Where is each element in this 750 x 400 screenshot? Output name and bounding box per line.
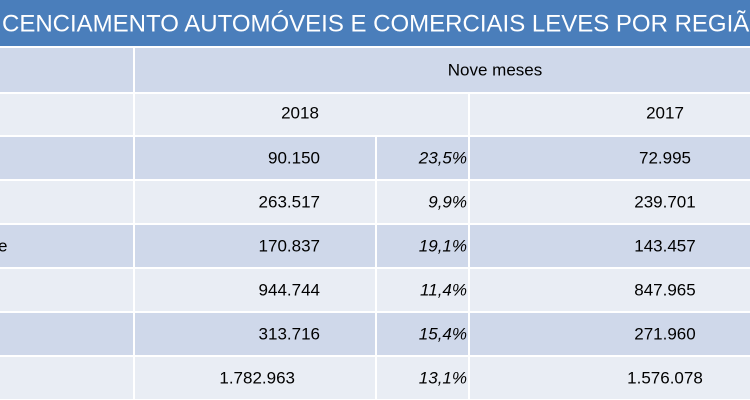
cell: [377, 357, 468, 399]
cell: [0, 357, 133, 399]
header-cell: [0, 94, 133, 135]
cell: [377, 269, 468, 311]
header-cell: [470, 94, 750, 135]
cell: [377, 313, 468, 355]
cell: [470, 137, 750, 179]
header-cell: [0, 48, 133, 92]
value-2017: 239.701: [634, 192, 695, 211]
value-2018: 1.782.963: [219, 368, 295, 387]
value-2017: 271.960: [634, 324, 695, 343]
percent-change: 19,1%: [419, 236, 467, 255]
value-2017: 72.995: [639, 148, 691, 167]
percent-change: 11,4%: [420, 280, 467, 299]
value-2018: 944.744: [259, 280, 320, 299]
cell: [135, 357, 375, 399]
value-2017: 847.965: [634, 280, 695, 299]
percent-change: 23,5%: [418, 148, 467, 167]
region-label: e: [0, 236, 7, 255]
value-2017: 1.576.078: [627, 368, 703, 387]
cell: [470, 269, 750, 311]
cell: [135, 313, 375, 355]
cell: [0, 269, 133, 311]
header-cell: [135, 48, 750, 92]
value-2018: 90.150: [268, 148, 320, 167]
cell: [135, 225, 375, 267]
cell: [470, 181, 750, 223]
value-2018: 263.517: [259, 192, 320, 211]
header-cell: [135, 94, 468, 135]
year-header: 2017: [646, 103, 684, 122]
value-2017: 143.457: [634, 236, 695, 255]
percent-change: 9,9%: [428, 192, 467, 211]
value-2018: 170.837: [259, 236, 320, 255]
cell: [135, 181, 375, 223]
period-header: Nove meses: [448, 60, 542, 79]
cell: [470, 313, 750, 355]
cell: [377, 137, 468, 179]
cell: [0, 313, 133, 355]
value-2018: 313.716: [259, 324, 320, 343]
cell: [0, 181, 133, 223]
cell: [470, 357, 750, 399]
year-header: 2018: [281, 103, 319, 122]
cell: [0, 225, 133, 267]
percent-change: 15,4%: [419, 324, 467, 343]
cell: [377, 181, 468, 223]
title-bar: [0, 0, 750, 46]
title: CENCIAMENTO AUTOMÓVEIS E COMERCIAIS LEVE…: [2, 10, 749, 37]
cell: [470, 225, 750, 267]
cell: [135, 269, 375, 311]
cell: [0, 137, 133, 179]
cell: [377, 225, 468, 267]
percent-change: 13,1%: [419, 368, 467, 387]
cell: [135, 137, 375, 179]
